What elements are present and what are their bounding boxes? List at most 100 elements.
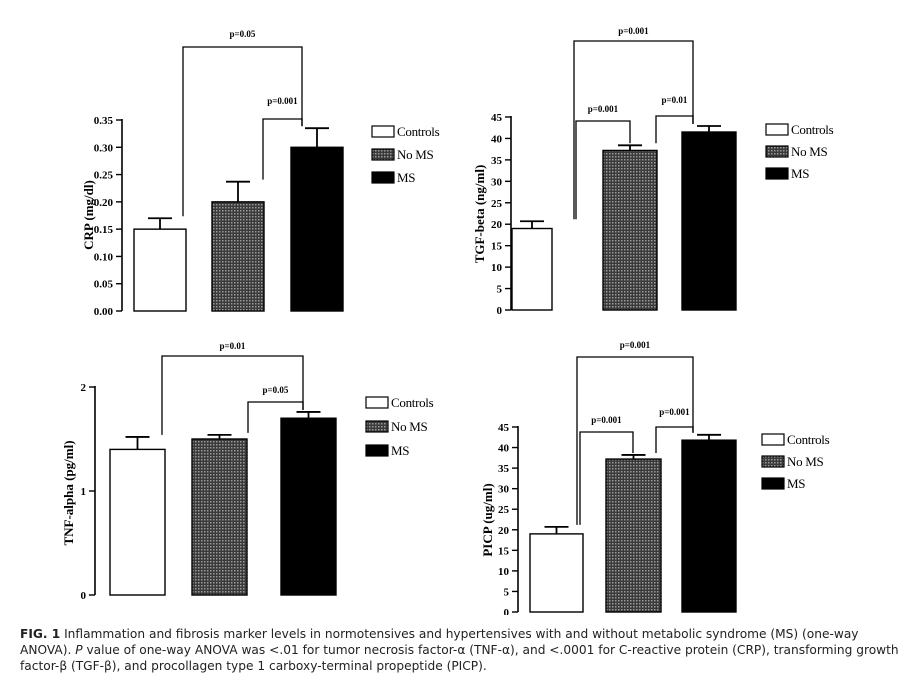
legend-controls-swatch (371, 125, 395, 138)
y-tick-label: 10 (491, 262, 503, 274)
legend-no-ms-swatch (765, 145, 789, 158)
p-value-label: p=0.01 (220, 341, 246, 351)
legend-ms-swatch (761, 477, 785, 490)
y-tick-label: 0.30 (94, 142, 114, 154)
significance-bracket (575, 120, 631, 220)
bar-controls (109, 448, 166, 596)
bar-ms (280, 417, 337, 596)
legend-ms-swatch (371, 171, 395, 184)
y-tick-label: 0.10 (94, 251, 114, 263)
legend-ms-swatch (765, 167, 789, 180)
legend-controls-swatch (761, 433, 785, 446)
chart-crp: 0.00 0.05 0.10 0.15 0.20 0.25 0.30 0.35 CRP (mg/… (81, 29, 440, 318)
p-value-label: p=0.001 (588, 104, 619, 114)
figure-panels: 0.00 0.05 0.10 0.15 0.20 0.25 0.30 0.35 CRP (mg/… (61, 26, 834, 615)
legend-no-ms-label: No MS (391, 419, 427, 434)
p-value-label: p=0.05 (230, 29, 256, 39)
p-value-label: p=0.001 (618, 26, 649, 36)
p-value-label: p=0.001 (267, 96, 298, 106)
chart-tgf-beta: 0 5 10 15 20 25 30 35 40 45 TGF-beta (ng/ml) p=0.00… (472, 26, 834, 317)
p-value-label: p=0.01 (662, 95, 688, 105)
y-tick-label: 45 (498, 422, 510, 434)
bar-no-ms (605, 458, 662, 613)
y-tick-label: 0.15 (94, 224, 114, 236)
caption-label: FIG. 1 (20, 627, 61, 641)
p-value-label: p=0.001 (591, 415, 622, 425)
y-tick-label: 30 (491, 176, 503, 188)
y-axis-label: TNF-alpha (pg/ml) (61, 440, 76, 545)
legend-no-ms-label: No MS (791, 144, 827, 159)
p-value-label: p=0.05 (263, 385, 289, 395)
legend-ms-label: MS (787, 476, 805, 491)
y-tick-label: 25 (498, 504, 510, 516)
y-tick-label: 0.35 (94, 115, 114, 127)
legend-controls-swatch (365, 396, 389, 409)
y-tick-label: 30 (498, 484, 510, 496)
legend-ms-swatch (365, 444, 389, 457)
significance-bracket (161, 355, 304, 435)
legend-controls-label: Controls (391, 395, 434, 410)
significance-bracket (573, 40, 694, 220)
y-tick-label: 40 (491, 133, 503, 145)
bar-controls (529, 533, 584, 613)
y-tick-label: 0 (497, 305, 503, 317)
bar-controls (511, 227, 553, 311)
legend-ms-label: MS (791, 166, 809, 181)
y-tick-label: 25 (491, 198, 503, 210)
y-tick-label: 15 (491, 241, 503, 253)
bar-no-ms (211, 201, 265, 312)
bar-controls (133, 228, 187, 312)
y-tick-label: 0.00 (94, 306, 114, 318)
y-tick-label: 0.25 (94, 170, 114, 182)
y-tick-label: 5 (504, 586, 510, 598)
y-tick-label: 20 (491, 219, 503, 231)
caption-text: Inflammation and fibrosis marker levels … (20, 627, 859, 657)
significance-bracket (247, 401, 304, 433)
legend-controls-label: Controls (791, 122, 834, 137)
y-axis-label: CRP (mg/dl) (81, 180, 96, 250)
y-tick-label: 35 (491, 155, 503, 167)
caption-text-2: value of one-way ANOVA was <.01 for tumo… (20, 643, 899, 673)
y-tick-label: 0 (504, 607, 510, 615)
y-tick-label: 0 (81, 590, 87, 602)
chart-tnf-alpha: 0 1 2 TNF-alpha (pg/ml) p=0.01 p=0.05 Controls… (61, 341, 434, 602)
significance-bracket (262, 118, 303, 180)
y-tick-label: 0.05 (94, 279, 114, 291)
legend-no-ms-label: No MS (787, 454, 823, 469)
bar-no-ms (602, 149, 658, 311)
y-tick-label: 35 (498, 463, 510, 475)
y-tick-label: 15 (498, 545, 510, 557)
legend-no-ms-swatch (365, 420, 389, 433)
legend-controls-label: Controls (787, 432, 830, 447)
y-tick-label: 20 (498, 525, 510, 537)
y-tick-label: 10 (498, 566, 510, 578)
significance-bracket (655, 426, 694, 453)
legend-no-ms-swatch (371, 148, 395, 161)
y-tick-label: 1 (81, 486, 87, 498)
legend-controls-label: Controls (397, 124, 440, 139)
significance-bracket (579, 431, 634, 525)
legend-no-ms-swatch (761, 455, 785, 468)
y-axis-label: TGF-beta (ng/ml) (472, 165, 487, 264)
chart-picp: 0 5 10 15 20 25 30 35 40 45 PICP (ug/ml) p=0.001 p=0… (480, 340, 830, 615)
significance-bracket (182, 46, 303, 217)
y-tick-label: 0.20 (94, 197, 114, 209)
legend-no-ms-label: No MS (397, 147, 433, 162)
legend-ms-label: MS (397, 170, 415, 185)
y-tick-label: 40 (498, 443, 510, 455)
p-value-label: p=0.001 (659, 407, 690, 417)
bar-ms (681, 131, 737, 311)
y-axis-label: PICP (ug/ml) (480, 483, 495, 556)
legend-ms-label: MS (391, 443, 409, 458)
significance-bracket (576, 356, 694, 525)
figure-caption: FIG. 1 Inflammation and fibrosis marker … (20, 626, 900, 674)
y-tick-label: 5 (497, 284, 503, 296)
p-value-label: p=0.001 (620, 340, 651, 350)
legend-controls-swatch (765, 123, 789, 136)
caption-p-symbol: P (75, 643, 83, 657)
bar-ms (681, 439, 737, 613)
significance-bracket (655, 115, 694, 144)
y-tick-label: 2 (81, 382, 87, 394)
bar-ms (290, 146, 344, 312)
bar-no-ms (191, 438, 248, 596)
